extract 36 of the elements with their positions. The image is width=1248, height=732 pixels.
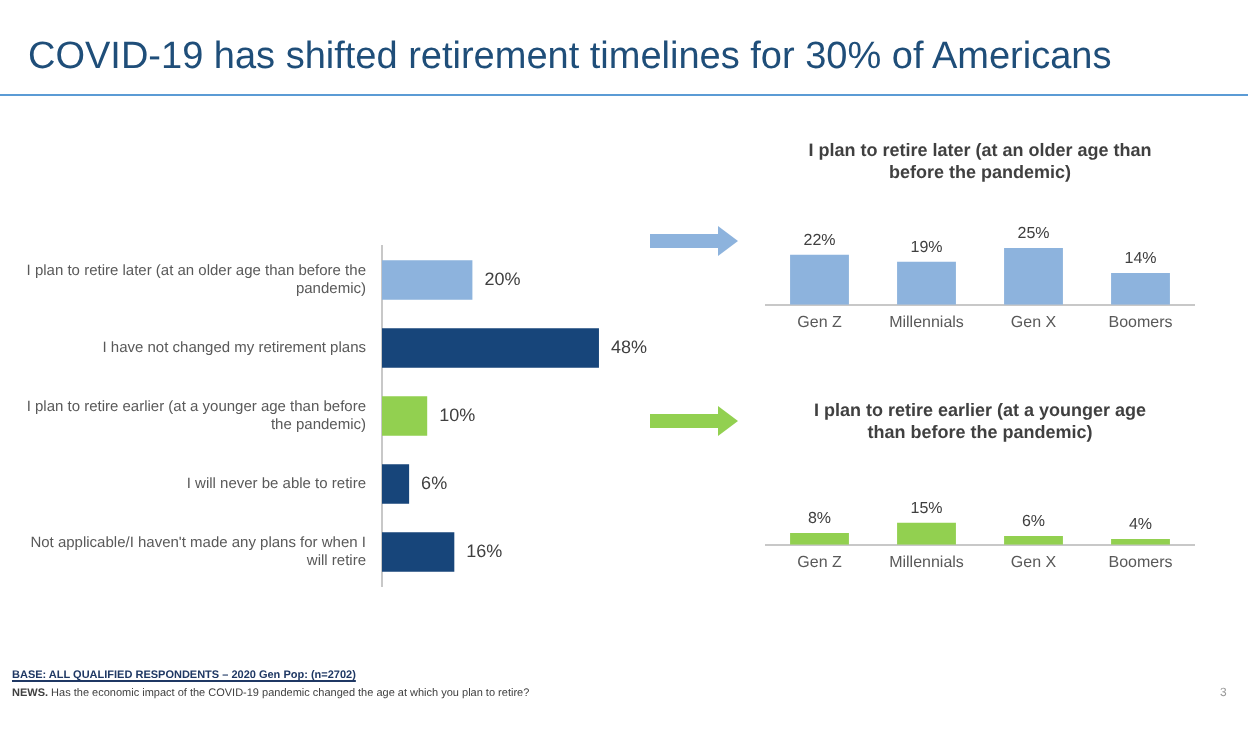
bar [1111, 272, 1170, 305]
data-label: 16% [466, 540, 503, 561]
chart-title: COVID-19 has shifted retirement timelines for 30% of Americans [28, 36, 1112, 80]
bar [1004, 535, 1063, 545]
data-label: 15% [910, 499, 943, 518]
bar [382, 396, 428, 436]
data-label: 48% [610, 336, 647, 357]
x-tick-label: Boomers [1108, 552, 1173, 571]
bar [897, 261, 956, 305]
bar [382, 532, 455, 572]
chart-title: I plan to retire later (at an older age than before the pandemic) [806, 140, 1154, 186]
x-tick-label: Gen Z [797, 312, 842, 331]
bar [382, 464, 410, 504]
x-tick-label: Gen X [1010, 552, 1058, 571]
x-tick-label: Millennials [889, 312, 964, 331]
data-label: 4% [1128, 515, 1153, 534]
bar [1004, 248, 1063, 305]
x-tick-label: Gen X [1010, 312, 1058, 331]
data-label: 6% [421, 472, 448, 493]
bar [382, 260, 473, 300]
data-label: 8% [807, 509, 832, 528]
data-label: 14% [1124, 249, 1157, 268]
bar [897, 522, 956, 545]
bar [382, 328, 599, 368]
bar [790, 533, 849, 545]
data-label: 22% [803, 231, 836, 250]
data-label: 6% [1021, 512, 1046, 531]
data-label: 10% [439, 404, 476, 425]
data-label: 20% [484, 268, 521, 289]
chart-title: I plan to retire earlier (at a younger age than before the pandemic) [811, 400, 1149, 446]
data-label: 25% [1017, 224, 1050, 243]
data-label: 19% [910, 238, 943, 257]
x-tick-label: Gen Z [797, 552, 842, 571]
x-tick-label: Boomers [1108, 312, 1173, 331]
bar [790, 254, 849, 305]
x-tick-label: Millennials [889, 552, 964, 571]
